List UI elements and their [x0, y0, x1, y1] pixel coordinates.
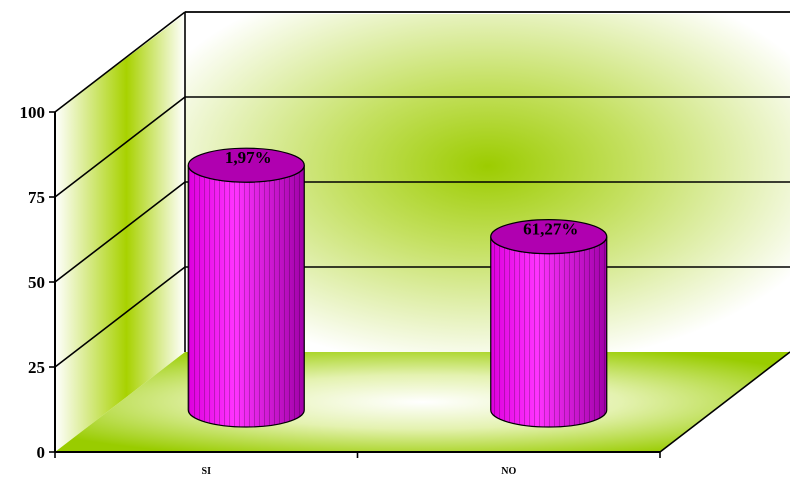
- data-label: 1,97%: [225, 148, 272, 167]
- gridline-side: [54, 181, 186, 283]
- x-tick-label: NO: [501, 466, 516, 477]
- y-tick-label: 25: [28, 358, 45, 377]
- axes: [49, 12, 790, 458]
- y-tick-label: 100: [20, 103, 46, 122]
- y-tick-label: 0: [37, 443, 46, 462]
- bar-no: [490, 219, 608, 428]
- labels: 0 25 50 75 100 1,97% SI 61,27% NO: [20, 103, 579, 477]
- gridlines: [54, 11, 790, 368]
- plot-walls: [55, 14, 790, 452]
- y-tick-label: 75: [28, 188, 45, 207]
- gridline-side: [54, 96, 186, 198]
- bar-stripes: [490, 236, 607, 427]
- x-tick-label: SI: [202, 466, 212, 477]
- bar-top: [187, 147, 305, 183]
- bar-top: [490, 219, 608, 255]
- gridline-side: [54, 11, 186, 113]
- bar-stripes: [188, 165, 305, 427]
- y-tick-label: 50: [28, 273, 45, 292]
- floor-right-edge: [659, 351, 790, 453]
- data-label: 61,27%: [523, 220, 578, 239]
- bars: [187, 147, 608, 428]
- bar-si: [187, 147, 305, 428]
- gridline-side: [54, 266, 186, 368]
